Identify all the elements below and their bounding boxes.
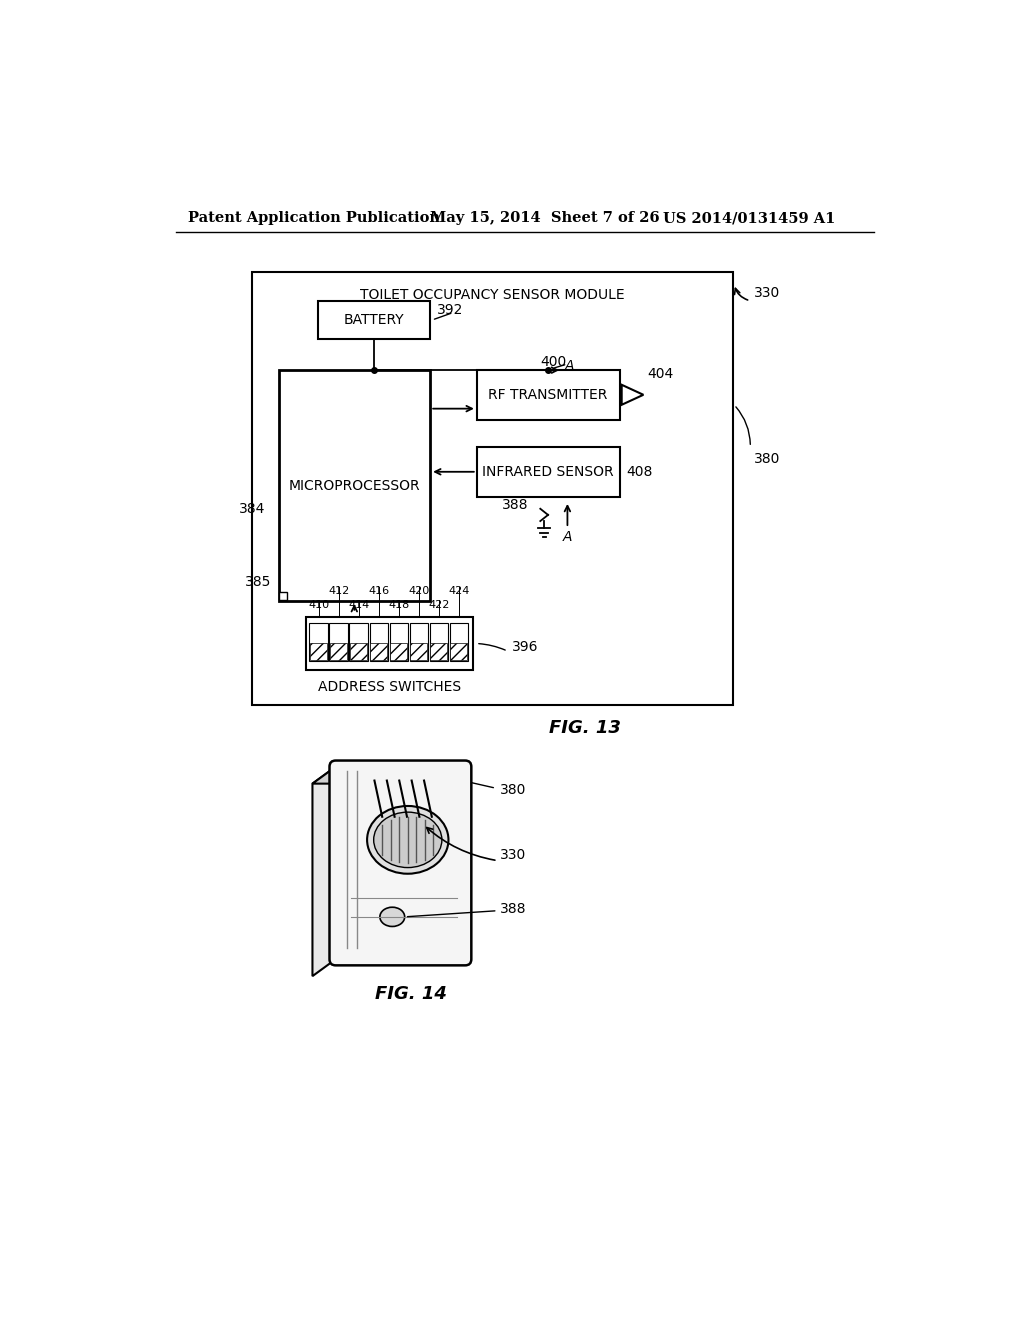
Bar [390, 643, 408, 660]
Text: 400: 400 [541, 355, 566, 370]
Bar [350, 643, 368, 660]
Text: 392: 392 [436, 304, 463, 317]
Bar [280, 370, 430, 601]
Text: TOILET OCCUPANCY SENSOR MODULE: TOILET OCCUPANCY SENSOR MODULE [360, 289, 625, 302]
Bar [252, 272, 732, 705]
Bar [450, 623, 468, 661]
Text: 410: 410 [308, 601, 329, 610]
FancyBboxPatch shape [330, 760, 471, 965]
Text: 412: 412 [328, 586, 349, 597]
Text: 404: 404 [647, 367, 674, 381]
Text: 330: 330 [500, 849, 526, 862]
Text: 388: 388 [500, 902, 526, 916]
Text: May 15, 2014  Sheet 7 of 26: May 15, 2014 Sheet 7 of 26 [430, 211, 659, 226]
Bar [330, 623, 348, 661]
Bar [430, 623, 449, 661]
Bar [317, 301, 430, 339]
Text: 414: 414 [348, 601, 370, 610]
Text: RF TRANSMITTER: RF TRANSMITTER [488, 388, 607, 401]
Bar [371, 643, 387, 660]
Bar [389, 623, 409, 661]
Text: 416: 416 [369, 586, 389, 597]
Text: 420: 420 [409, 586, 429, 597]
Bar [280, 591, 287, 599]
Text: INFRARED SENSOR: INFRARED SENSOR [482, 465, 613, 479]
Polygon shape [312, 767, 465, 784]
Bar [451, 643, 467, 660]
Ellipse shape [367, 807, 449, 874]
Polygon shape [312, 767, 336, 977]
Text: A: A [565, 359, 574, 372]
Text: A: A [562, 531, 572, 544]
Bar [309, 623, 328, 661]
Bar [349, 623, 368, 661]
Text: 424: 424 [449, 586, 470, 597]
Text: Patent Application Publication: Patent Application Publication [188, 211, 440, 226]
Bar [306, 616, 473, 671]
Text: 396: 396 [512, 640, 539, 655]
Ellipse shape [380, 907, 404, 927]
Text: 380: 380 [755, 451, 780, 466]
Bar [310, 643, 327, 660]
Bar [370, 623, 388, 661]
Text: 330: 330 [755, 286, 780, 300]
Text: 384: 384 [239, 502, 265, 516]
Text: US 2014/0131459 A1: US 2014/0131459 A1 [663, 211, 836, 226]
Bar [430, 643, 447, 660]
Text: 408: 408 [627, 465, 652, 479]
Text: MICROPROCESSOR: MICROPROCESSOR [289, 479, 420, 492]
Text: FIG. 13: FIG. 13 [549, 719, 622, 737]
Text: 422: 422 [428, 601, 450, 610]
Text: BATTERY: BATTERY [343, 313, 404, 327]
Text: 380: 380 [500, 783, 526, 797]
Text: 388: 388 [502, 498, 528, 512]
Text: FIG. 14: FIG. 14 [375, 985, 446, 1003]
Text: 385: 385 [245, 576, 271, 589]
Text: 418: 418 [388, 601, 410, 610]
Bar [477, 370, 621, 420]
Bar [410, 623, 428, 661]
Bar [330, 643, 347, 660]
Text: ADDRESS SWITCHES: ADDRESS SWITCHES [317, 680, 461, 694]
Ellipse shape [374, 812, 442, 867]
Bar [411, 643, 427, 660]
Bar [477, 447, 621, 498]
